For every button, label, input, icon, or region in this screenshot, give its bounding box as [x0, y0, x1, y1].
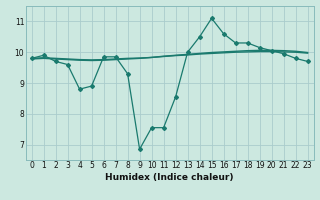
- X-axis label: Humidex (Indice chaleur): Humidex (Indice chaleur): [105, 173, 234, 182]
